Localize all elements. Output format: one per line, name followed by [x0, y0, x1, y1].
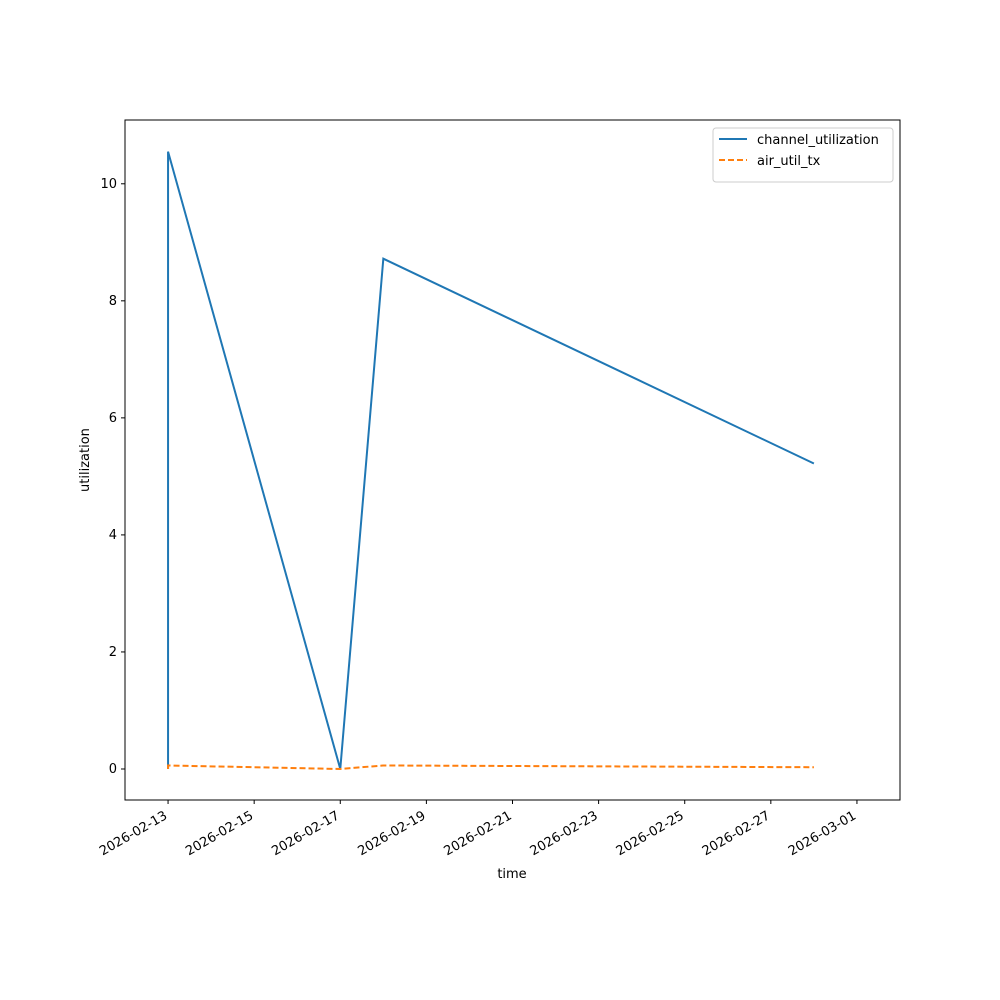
- x-tick-label: 2026-03-01: [786, 808, 859, 859]
- x-tick-label: 2026-02-15: [183, 808, 256, 859]
- x-tick-label: 2026-02-13: [97, 808, 170, 859]
- y-tick-label: 0: [109, 762, 117, 777]
- legend-label: air_util_tx: [757, 154, 821, 169]
- x-tick-label: 2026-02-27: [700, 808, 773, 859]
- x-tick-label: 2026-02-17: [269, 808, 342, 859]
- series-line: [167, 764, 814, 770]
- plot-frame: [124, 119, 901, 801]
- y-tick-label: 8: [109, 294, 117, 309]
- y-tick-label: 6: [109, 411, 117, 426]
- x-axis-label: time: [497, 867, 526, 882]
- x-tick-label: 2026-02-23: [528, 808, 601, 859]
- series-line: [167, 151, 815, 770]
- legend-box: [712, 127, 894, 183]
- y-tick-label: 2: [109, 645, 117, 660]
- x-tick-label: 2026-02-19: [355, 808, 428, 859]
- y-tick-label: 10: [100, 177, 117, 192]
- x-tick-label: 2026-02-21: [442, 808, 515, 859]
- legend-label: channel_utilization: [757, 133, 879, 148]
- x-tick-label: 2026-02-25: [614, 808, 687, 859]
- y-axis-label: utilization: [78, 428, 93, 492]
- y-tick-label: 4: [109, 528, 117, 543]
